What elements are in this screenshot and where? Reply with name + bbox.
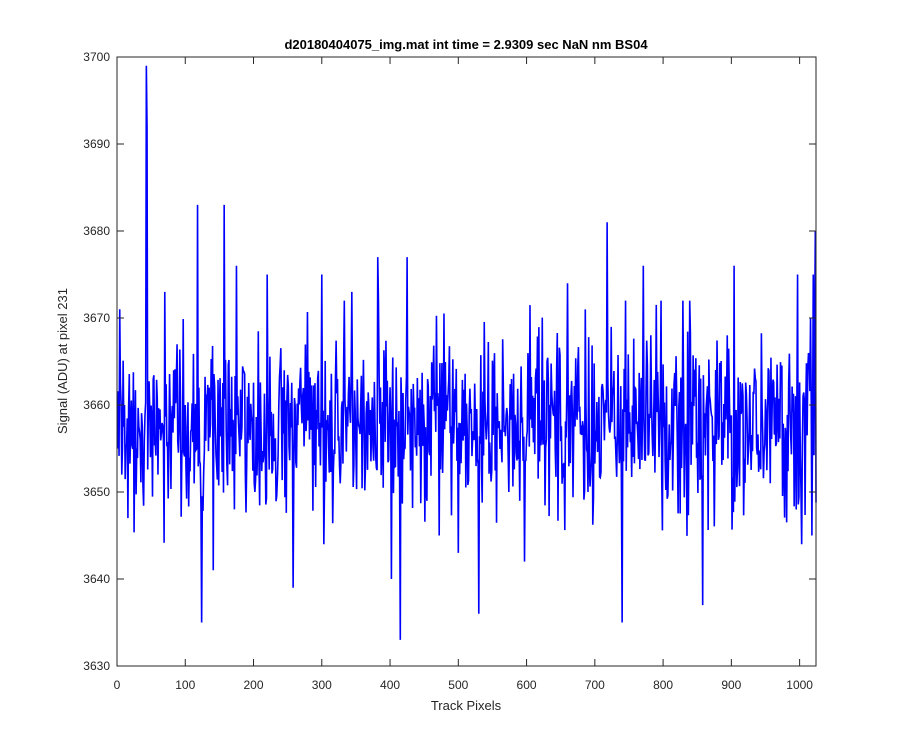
- signal-series-line: [116, 65, 817, 640]
- x-tick-label: 1000: [786, 678, 813, 692]
- x-tick-label: 100: [175, 678, 195, 692]
- y-tick-label: 3680: [83, 224, 110, 238]
- y-tick-label: 3650: [83, 485, 110, 499]
- x-tick-label: 0: [114, 678, 121, 692]
- x-axis-label: Track Pixels: [431, 698, 502, 713]
- x-tick-label: 300: [312, 678, 332, 692]
- x-tick-label: 600: [517, 678, 537, 692]
- y-axis-label: Signal (ADU) at pixel 231: [55, 288, 70, 434]
- x-tick-label: 400: [380, 678, 400, 692]
- x-tick-label: 700: [585, 678, 605, 692]
- axis-ticks: 0 100 200 300 400 500 600 700 800 900 1000 3630 3640…: [83, 50, 816, 692]
- x-tick-label: 200: [244, 678, 264, 692]
- chart-title: d20180404075_img.mat int time = 2.9309 s…: [284, 37, 648, 52]
- x-tick-label: 500: [448, 678, 468, 692]
- y-tick-label: 3630: [83, 659, 110, 673]
- plot-group: [116, 65, 817, 640]
- y-tick-label: 3690: [83, 137, 110, 151]
- y-tick-label: 3640: [83, 572, 110, 586]
- y-tick-label: 3660: [83, 398, 110, 412]
- x-tick-label: 900: [721, 678, 741, 692]
- x-tick-label: 800: [653, 678, 673, 692]
- axes-box: [116, 56, 817, 667]
- y-tick-label: 3670: [83, 311, 110, 325]
- y-tick-label: 3700: [83, 50, 110, 64]
- plot-area: [117, 57, 816, 666]
